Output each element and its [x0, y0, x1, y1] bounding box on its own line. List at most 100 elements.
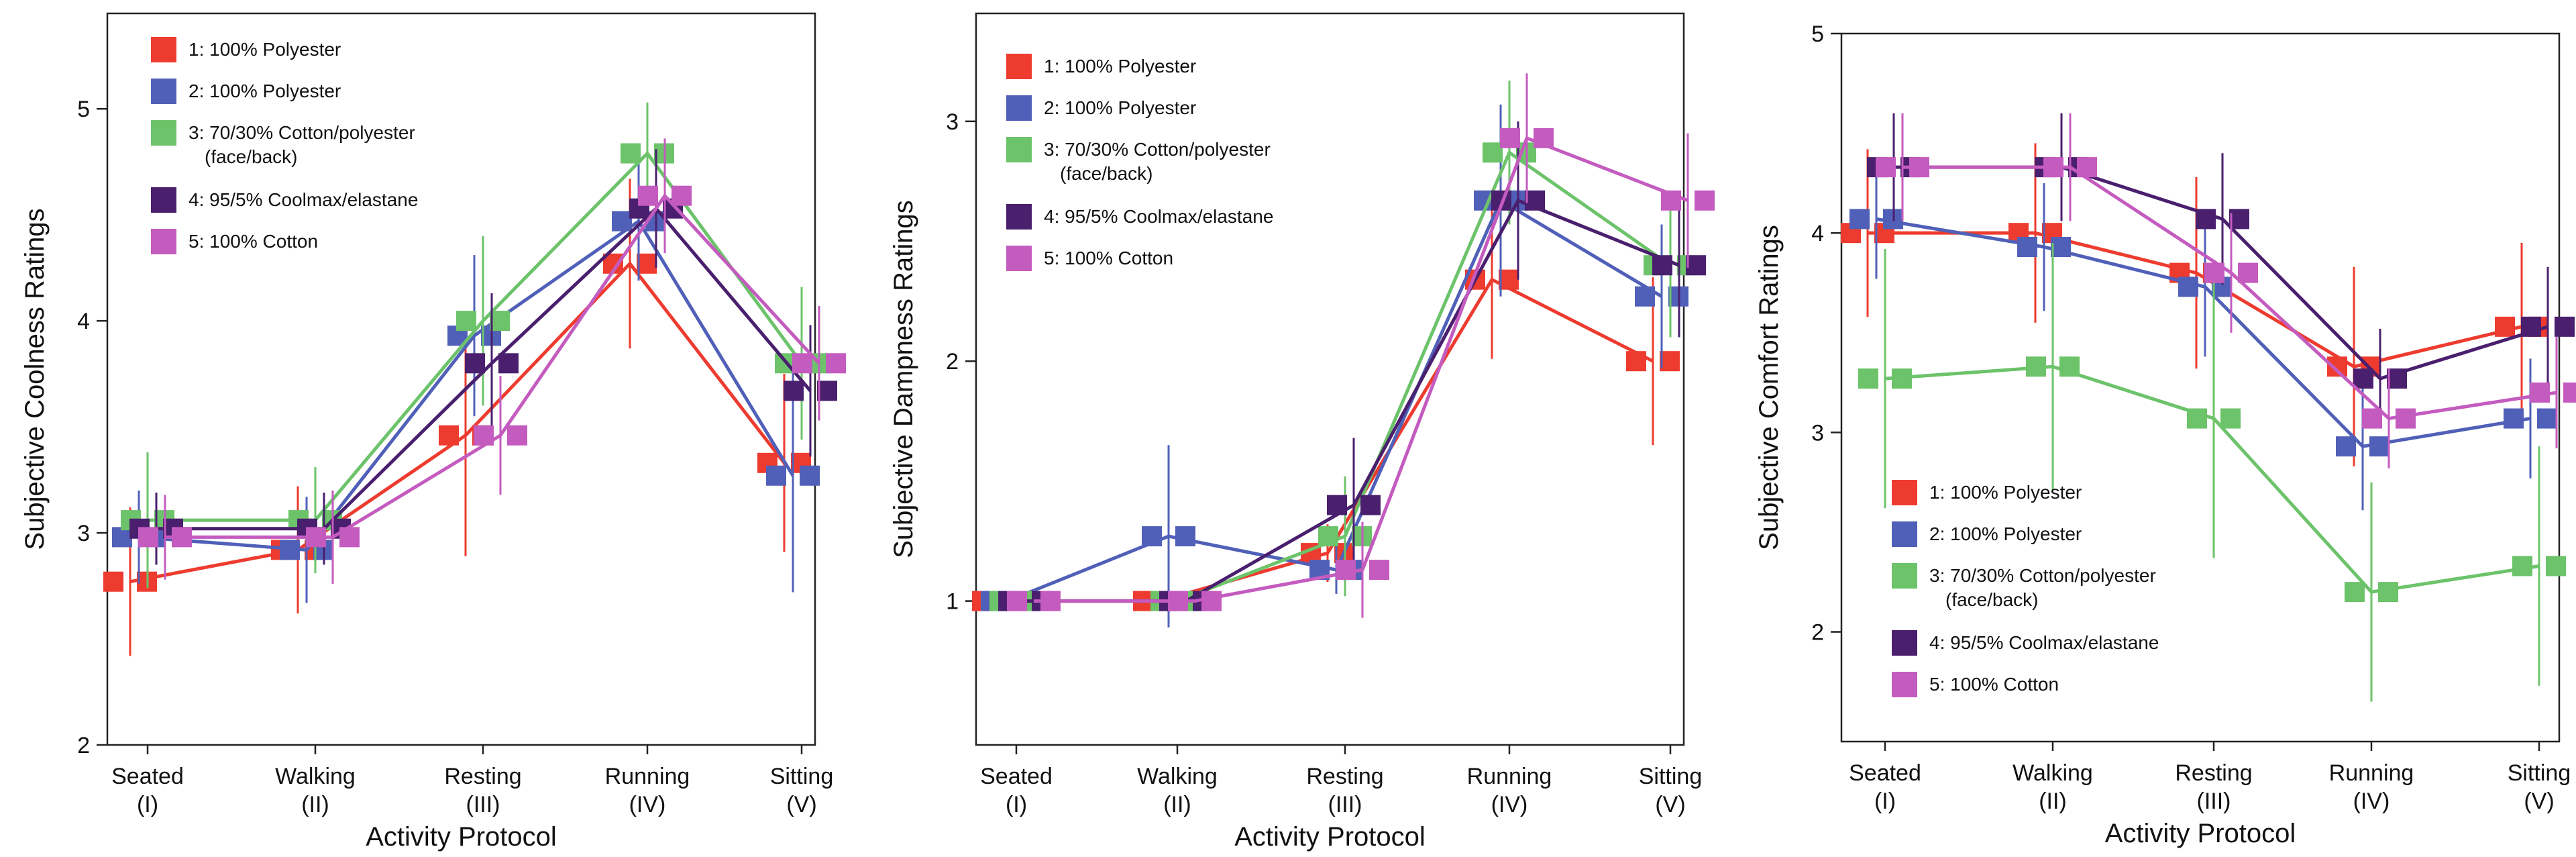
- chart2-x-tick-sublabel-4: (V): [1655, 792, 1685, 817]
- chart1-series-5-marker-left-1: [306, 527, 326, 548]
- chart1-legend-label-5: 5: 100% Cotton: [189, 231, 318, 252]
- chart3-series-3-marker-left-4: [2512, 556, 2532, 576]
- chart3-series-3-marker-left-3: [2345, 582, 2365, 603]
- chart2-legend-label-2: 2: 100% Polyester: [1044, 97, 1196, 118]
- chart1-x-tick-sublabel-4: (V): [786, 792, 816, 817]
- chart1-x-tick-label-4: Sitting: [770, 764, 834, 789]
- chart2-x-tick-sublabel-1: (II): [1163, 792, 1191, 817]
- chart3-x-tick-sublabel-2: (III): [2197, 789, 2231, 814]
- chart2-x-tick-label-3: Running: [1467, 764, 1552, 789]
- chart1-x-tick-sublabel-2: (III): [466, 792, 500, 817]
- chart1-series-2-marker-left-1: [280, 540, 300, 560]
- chart3-series-1-marker-left-3: [2327, 356, 2347, 377]
- chart2-series-4-marker-left-2: [1327, 495, 1347, 515]
- chart2-series-5-marker-right-3: [1534, 128, 1554, 148]
- chart3-series-3-marker-right-1: [2059, 356, 2080, 377]
- chart1-series-4-marker-left-2: [465, 353, 485, 374]
- chart3-series-5-marker-left-4: [2530, 382, 2550, 403]
- chart1-series-5-marker-left-2: [474, 425, 494, 446]
- chart2-y-axis-title: Subjective Dampness Ratings: [889, 200, 918, 558]
- chart2-y-tick-label-2: 3: [946, 109, 959, 135]
- chart1-legend-label-3: 3: 70/30% Cotton/polyester: [189, 122, 415, 143]
- chart1-series-5-marker-left-0: [138, 527, 158, 548]
- chart1-series-1-marker-right-3: [637, 253, 657, 274]
- chart3-series-4-marker-left-4: [2521, 316, 2541, 337]
- chart2-series-2-marker-right-1: [1175, 526, 1195, 547]
- chart1-x-tick-label-1: Walking: [275, 764, 356, 789]
- chart3-series-1-marker-left-4: [2495, 316, 2515, 337]
- chart3-series-2-marker-left-1: [2017, 236, 2037, 257]
- chart1-series-5-marker-right-4: [826, 353, 846, 374]
- chart1-series-3-line: [148, 152, 804, 522]
- chart3-series-2-marker-right-3: [2369, 436, 2390, 457]
- chart2-series-5-marker-right-0: [1040, 591, 1061, 611]
- chart3-series-5-line: [1902, 165, 2557, 421]
- chart1-legend-label-4: 4: 95/5% Coolmax/elastane: [189, 189, 418, 210]
- chart3-series-4-marker-left-3: [2353, 368, 2373, 389]
- chart3-legend-swatch-4: [1892, 630, 1917, 656]
- chart3-y-tick-label-0: 2: [1811, 620, 1824, 646]
- chart1-y-tick-label-2: 4: [77, 309, 90, 334]
- chart3-x-tick-sublabel-3: (IV): [2353, 789, 2390, 814]
- chart2-series-5-marker-left-0: [1007, 591, 1027, 611]
- chart3-x-axis-title: Activity Protocol: [2105, 819, 2296, 848]
- chart1-legend-swatch-5: [151, 229, 176, 254]
- chart2-series-1-marker-right-4: [1660, 351, 1680, 372]
- chart2-x-tick-label-2: Resting: [1306, 764, 1383, 789]
- chart3-plot-frame: [1840, 32, 2561, 743]
- chart1-series-4-marker-right-4: [817, 381, 837, 401]
- chart2-legend-swatch-2: [1006, 95, 1032, 121]
- chart1-series-5-line: [165, 194, 820, 539]
- chart1-legend-label-1: 1: 100% Polyester: [189, 39, 341, 60]
- chart3-x-tick-label-4: Sitting: [2508, 760, 2571, 786]
- chart3-series-2-marker-left-4: [2504, 408, 2524, 429]
- chart2-series-4-marker-left-4: [1652, 255, 1672, 276]
- chart2-legend-sublabel-3: (face/back): [1060, 163, 1153, 184]
- chart3-legend-label-3: 3: 70/30% Cotton/polyester: [1929, 565, 2156, 586]
- chart2-x-axis-title: Activity Protocol: [1234, 822, 1426, 852]
- chart3-series-5-marker-left-1: [2043, 157, 2063, 178]
- chart2-plot-frame: [975, 12, 1685, 746]
- chart1-series-4-marker-left-4: [784, 381, 804, 401]
- chart1-series-3-marker-left-3: [621, 143, 641, 164]
- chart3-legend-swatch-2: [1892, 521, 1917, 547]
- chart3-y-axis-title: Subjective Comfort Ratings: [1754, 225, 1784, 550]
- chart2-legend-label-3: 3: 70/30% Cotton/polyester: [1044, 139, 1271, 160]
- chart3-legend-label-2: 2: 100% Polyester: [1929, 523, 2082, 544]
- chart1-y-tick-label-0: 2: [77, 733, 90, 758]
- chart3-series-5-marker-left-0: [1876, 157, 1896, 178]
- chart1-series-3-marker-left-2: [456, 311, 476, 332]
- chart3-series-5-marker-right-1: [2077, 157, 2097, 178]
- chart2-x-tick-label-0: Seated: [980, 764, 1053, 789]
- chart3-series-3-marker-left-1: [2026, 356, 2046, 377]
- chart2-series-4-marker-right-3: [1525, 190, 1545, 211]
- chart1-series-2-marker-left-4: [766, 465, 786, 486]
- chart3-series-4-marker-right-4: [2555, 316, 2575, 337]
- chart3-legend-swatch-5: [1892, 672, 1917, 697]
- chart3-series-4-marker-right-3: [2387, 368, 2407, 389]
- chart2-series-4-marker-right-4: [1686, 255, 1706, 276]
- chart1-series-5-marker-right-3: [672, 185, 692, 206]
- chart3-x-tick-sublabel-0: (I): [1874, 789, 1896, 814]
- chart1-x-tick-label-0: Seated: [111, 764, 184, 789]
- chart3-series-3-marker-right-2: [2220, 408, 2241, 429]
- chart2-series-5-marker-right-4: [1695, 190, 1715, 211]
- chart2-series-1-marker-left-4: [1626, 351, 1646, 372]
- chart3-series-2-line: [1876, 217, 2531, 448]
- chart2-legend-label-5: 5: 100% Cotton: [1044, 248, 1173, 268]
- chart1-series-1-marker-left-2: [439, 425, 459, 446]
- chart1-legend-label-2: 2: 100% Polyester: [189, 81, 341, 101]
- chart1-y-tick-label-3: 5: [77, 97, 90, 122]
- chart2-x-tick-label-4: Sitting: [1639, 764, 1703, 789]
- chart2-legend-swatch-5: [1006, 246, 1032, 271]
- chart1-legend-swatch-1: [151, 37, 176, 62]
- chart3-series-2-marker-left-0: [1849, 209, 1870, 230]
- chart3-y-tick-label-1: 3: [1811, 420, 1824, 446]
- chart3-x-tick-label-3: Running: [2329, 760, 2414, 786]
- chart3-series-2-marker-right-1: [2051, 236, 2071, 257]
- chart3-x-tick-label-1: Walking: [2012, 760, 2093, 786]
- chart3-series-5-marker-right-0: [1909, 157, 1929, 178]
- chart2-series-5-marker-left-2: [1336, 560, 1356, 581]
- chart3-series-3-marker-right-4: [2546, 556, 2566, 576]
